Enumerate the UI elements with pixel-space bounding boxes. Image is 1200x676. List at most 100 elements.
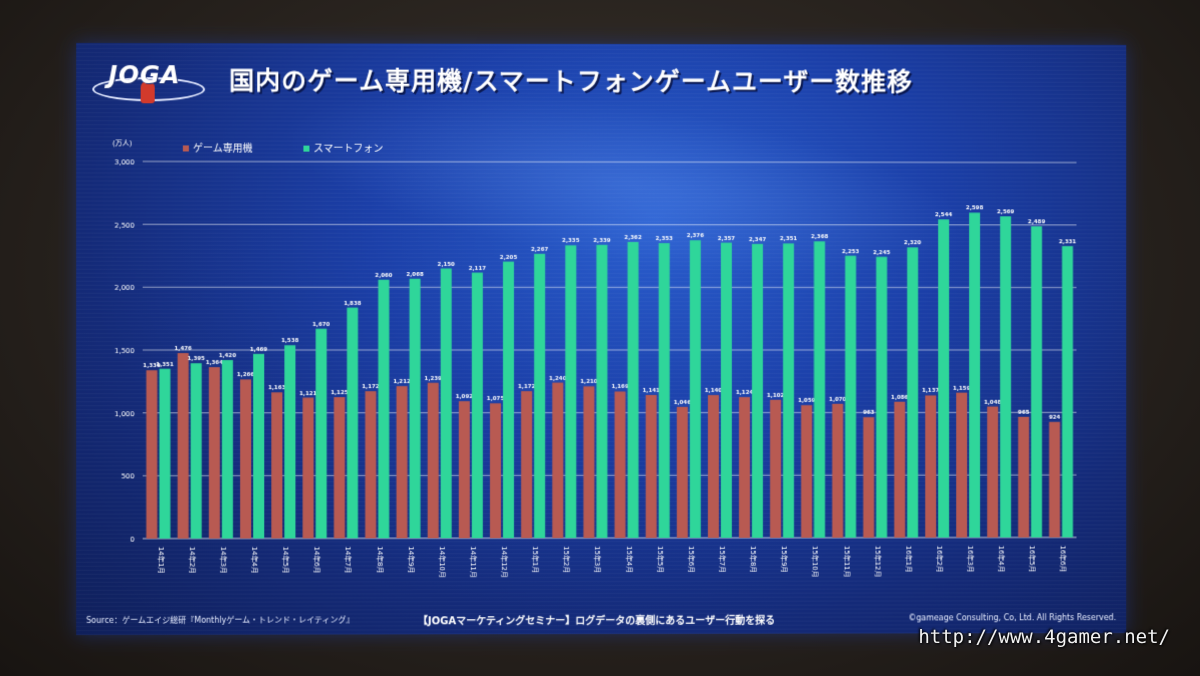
bar-console [209,367,220,538]
data-label-console: 1,364 [206,360,224,366]
bar-console [240,379,251,538]
y-tick-label: 500 [121,472,134,481]
data-label-smartphone: 2,489 [1028,219,1045,225]
bar-smartphone [1062,246,1073,537]
y-tick-label: 0 [130,535,134,544]
gridline [143,475,1077,476]
bar-smartphone [191,363,202,538]
data-label-smartphone: 1,420 [219,353,237,359]
data-label-smartphone: 2,205 [500,255,518,261]
bar-smartphone [938,219,949,537]
bar-smartphone [503,262,514,539]
data-label-console: 1,075 [487,396,505,402]
data-label-console: 1,046 [674,400,692,406]
bar-smartphone [159,369,170,539]
bar-console [521,391,532,538]
bar-smartphone [596,245,607,538]
x-tick-label: 15年6月 [687,546,696,573]
y-tick-label: 3,000 [114,157,134,166]
x-tick-label: 14年7月 [344,546,353,573]
projected-slide: JOGA 国内のゲーム専用機/スマートフォンゲームユーザー数推移 (万人) 0 50… [76,43,1126,635]
bar-smartphone [222,360,233,538]
gridline [143,161,1077,162]
bar-console [583,386,594,538]
bar-console [925,395,936,537]
data-label-smartphone: 1,395 [187,356,205,362]
data-label-console: 1,137 [922,388,939,394]
data-label-smartphone: 1,351 [156,362,174,368]
bar-console [428,383,439,538]
x-tick-label: 14年10月 [438,546,447,578]
data-label-console: 1,121 [299,391,317,397]
legend-label-smartphone: スマートフォン [313,144,383,155]
data-label-console: 965 [1018,410,1030,416]
gridline [143,224,1077,225]
x-tick-label: 14年5月 [281,546,290,573]
x-tick-label: 16年5月 [1028,545,1037,572]
data-label-smartphone: 1,538 [281,338,299,344]
bar-console [1049,422,1060,537]
x-tick-label: 14年2月 [188,547,197,574]
legend-swatch-smartphone [303,146,309,152]
bar-smartphone [628,242,639,538]
x-tick-label: 14年4月 [250,546,259,573]
bar-smartphone [690,240,701,538]
bar-console [801,405,812,538]
y-tick-label: 2,000 [114,283,134,292]
bar-console [987,406,998,537]
x-tick-label: 15年1月 [531,546,540,573]
y-tick-label: 1,500 [114,346,134,355]
bar-console [770,400,781,538]
data-label-smartphone: 1,838 [344,301,362,307]
x-tick-label: 14年6月 [313,546,322,573]
footer-copyright: ©gameage Consulting, Co, Ltd. All Rights… [908,613,1116,622]
bar-smartphone [284,345,295,538]
data-label-smartphone: 2,351 [780,236,797,242]
x-tick-label: 14年9月 [406,546,415,573]
bar-smartphone [876,257,887,538]
bar-smartphone [752,244,763,538]
bar-smartphone [969,213,980,538]
data-label-smartphone: 2,339 [593,238,611,244]
bar-smartphone [814,241,825,537]
bar-smartphone [1000,216,1011,537]
bar-smartphone [378,280,389,539]
x-tick-label: 14年3月 [219,547,228,574]
x-tick-label: 15年11月 [842,546,851,578]
x-tick-label: 16年6月 [1059,545,1068,572]
x-tick-label: 14年1月 [156,547,165,574]
data-label-console: 1,266 [237,372,255,378]
data-label-console: 1,086 [891,395,908,401]
bar-console [739,397,750,538]
data-label-smartphone: 2,347 [749,237,767,243]
bar-smartphone [721,243,732,538]
data-label-console: 1,163 [268,385,286,391]
data-label-smartphone: 2,068 [406,272,424,278]
data-label-console: 1,240 [549,376,567,382]
x-tick-label: 16年3月 [966,545,975,572]
footer-source: Source：ゲームエイジ総研『Monthlyゲーム・トレンド・レイティング』 [86,614,354,626]
x-tick-label: 16年1月 [904,546,913,573]
data-label-smartphone: 2,569 [997,209,1014,215]
data-label-smartphone: 2,368 [811,234,828,240]
bar-console [677,407,688,538]
bar-console [146,370,157,538]
data-label-console: 1,059 [798,398,815,404]
bar-console [365,391,376,538]
x-tick-label: 15年2月 [562,546,571,573]
bar-console [894,402,905,538]
data-label-console: 1,210 [580,379,598,385]
data-label-console: 924 [1049,415,1061,421]
data-label-smartphone: 2,376 [687,233,705,239]
x-axis-line [143,537,1077,538]
legend-label-console: ゲーム専用機 [193,141,253,154]
bar-smartphone [907,247,918,537]
data-label-console: 1,172 [362,384,380,390]
bar-console [271,392,282,538]
legend-swatch-console [183,145,189,151]
bar-console [615,391,626,538]
data-label-smartphone: 2,353 [655,236,673,242]
data-label-console: 1,141 [642,388,660,394]
footer-seminar: 【JOGAマーケティングセミナー】ログデータの裏側にあるユーザー行動を探る [418,612,775,628]
data-label-console: 1,048 [984,399,1001,405]
